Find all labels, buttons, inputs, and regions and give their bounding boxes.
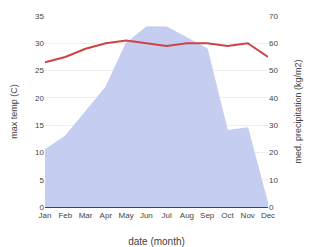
svg-text:15: 15: [35, 121, 44, 130]
svg-text:50: 50: [269, 66, 278, 75]
svg-text:5: 5: [40, 176, 45, 185]
svg-text:Jan: Jan: [39, 211, 52, 220]
svg-text:max temp (C): max temp (C): [9, 84, 19, 139]
svg-text:25: 25: [35, 66, 44, 75]
svg-text:10: 10: [35, 148, 44, 157]
svg-text:20: 20: [269, 148, 278, 157]
svg-text:0: 0: [269, 203, 274, 212]
svg-text:30: 30: [35, 39, 44, 48]
svg-text:Nov: Nov: [241, 211, 255, 220]
svg-text:May: May: [119, 211, 134, 220]
svg-text:Feb: Feb: [58, 211, 72, 220]
svg-text:70: 70: [269, 12, 278, 21]
svg-text:Jul: Jul: [162, 211, 172, 220]
svg-text:35: 35: [35, 12, 44, 21]
svg-text:Jun: Jun: [140, 211, 153, 220]
svg-text:med. precipitation (kg/m2): med. precipitation (kg/m2): [293, 59, 303, 163]
svg-text:Dec: Dec: [261, 211, 275, 220]
svg-text:10: 10: [269, 176, 278, 185]
svg-text:30: 30: [269, 121, 278, 130]
svg-text:Oct: Oct: [221, 211, 234, 220]
svg-text:Mar: Mar: [79, 211, 93, 220]
svg-text:40: 40: [269, 94, 278, 103]
svg-text:Apr: Apr: [100, 211, 113, 220]
svg-text:date (month): date (month): [128, 236, 185, 247]
svg-text:0: 0: [40, 203, 45, 212]
svg-text:Aug: Aug: [180, 211, 194, 220]
svg-text:60: 60: [269, 39, 278, 48]
svg-text:Sep: Sep: [200, 211, 215, 220]
svg-text:20: 20: [35, 94, 44, 103]
